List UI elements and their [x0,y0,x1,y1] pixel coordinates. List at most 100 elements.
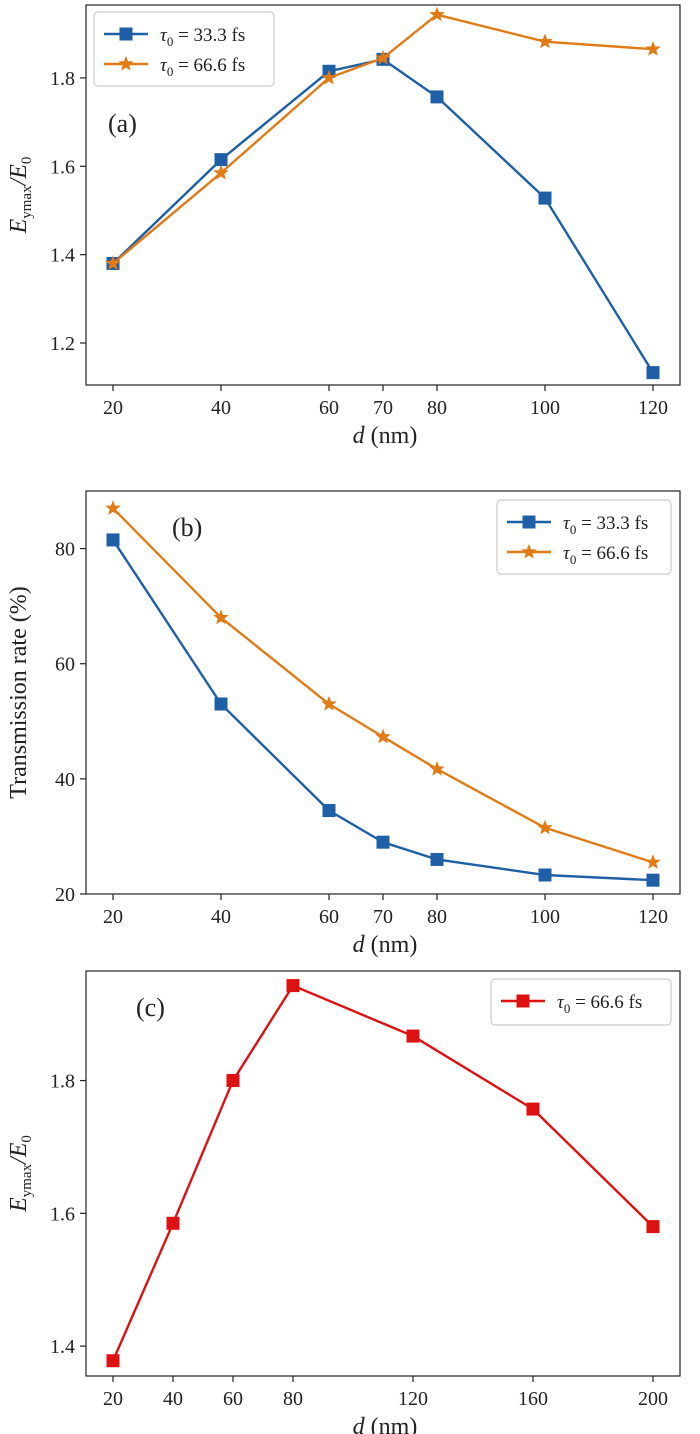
chart-panel-1: 20 40 60 70 80 100 120 1.2 1.4 1.6 1.8 d (nm) Eymax/… [6,4,681,449]
square-marker [226,1074,240,1088]
y-tick-label: 60 [55,654,75,676]
y-tick-label: 80 [55,539,75,561]
square-marker [538,868,552,882]
star-marker [321,695,337,711]
series-1 [106,52,660,380]
x-tick-label: 100 [530,397,560,419]
legend-value: = 66.6 fs [570,992,642,1013]
y-tick-label: 1.6 [50,1203,75,1225]
square-marker [526,1102,540,1116]
square-marker [430,90,444,104]
y-label-subscript: ymax [19,1163,35,1197]
legend-subscript: 0 [570,552,577,567]
star-marker [105,255,121,271]
x-tick-label: 70 [373,906,393,928]
legend-symbol: τ [563,543,571,564]
x-label-unit: (nm) [365,932,418,958]
star-marker [375,49,391,65]
x-tick-label: 160 [518,1388,548,1410]
legend-value: = 33.3 fs [576,513,648,534]
y-label-denominator: /E [6,164,32,188]
x-tick-label: 120 [398,1388,428,1410]
y-label-symbol: E [6,218,32,234]
legend-symbol: τ [160,25,168,46]
star-marker [321,69,337,85]
y-tick-label: 40 [55,769,75,791]
x-label-unit: (nm) [365,423,418,449]
square-marker [538,191,552,205]
plot-frame [85,970,681,1377]
x-label-variable: d [353,423,366,449]
legend-subscript: 0 [564,1001,571,1016]
y-axis-label: Eymax/E0 [6,157,35,235]
panel-label: (a) [108,109,137,138]
x-axis-label: d (nm) [353,1414,418,1434]
legend-value: = 66.6 fs [576,543,648,564]
star-marker [213,164,229,180]
legend-box [93,11,275,87]
legend-box [496,499,672,575]
x-tick-label: 80 [283,1388,303,1410]
y-tick-label: 1.8 [50,1071,75,1093]
series-2 [105,500,661,869]
panel-label: (b) [172,513,202,542]
square-marker [516,994,530,1008]
series-2 [105,6,661,271]
x-tick-label: 40 [211,906,231,928]
x-tick-label: 40 [163,1388,183,1410]
square-marker [322,804,336,818]
star-marker [118,55,134,71]
star-marker [429,760,445,776]
star-marker [213,609,229,625]
star-marker [645,854,661,869]
x-tick-label: 200 [638,1388,668,1410]
x-label-unit: (nm) [365,1414,418,1434]
chart-panel-3: 20 40 60 80 120 160 200 1.4 1.6 1.8 d (nm) Eymax/E 0… [6,970,681,1434]
x-label-variable: d [353,932,366,958]
x-tick-label: 80 [427,906,447,928]
x-tick-label: 20 [103,906,123,928]
legend-symbol: τ [557,992,565,1013]
legend-entry: τ0 = 33.3 fs [160,25,245,49]
legend-symbol: τ [160,55,168,76]
series-line [111,984,654,1362]
y-tick-label: 1.6 [50,156,75,178]
star-marker [375,728,391,744]
x-label-variable: d [353,1414,366,1434]
x-axis-label: d (nm) [353,932,418,958]
series-1 [106,979,660,1368]
y-tick-label: 1.4 [50,1336,75,1358]
x-tick-label: 60 [223,1388,243,1410]
legend-entry: τ0 = 66.6 fs [557,992,642,1016]
square-marker [406,1029,420,1043]
square-marker [286,979,300,993]
x-tick-label: 120 [638,397,668,419]
x-tick-label: 60 [319,397,339,419]
square-marker [214,697,228,711]
square-marker [522,515,536,529]
y-label-denominator: /E [6,1142,32,1166]
legend: τ0 = 33.3 fs τ0 = 66.6 fs [496,499,672,575]
legend-value: = 33.3 fs [173,25,245,46]
series-line [112,58,655,374]
x-tick-label: 80 [427,397,447,419]
x-tick-label: 100 [530,906,560,928]
panel-label: (c) [136,993,165,1022]
square-marker [646,873,660,887]
x-tick-label: 20 [103,1388,123,1410]
y-label-symbol: E [6,1197,32,1213]
star-marker [105,500,121,515]
star-marker [429,6,445,22]
x-tick-label: 60 [319,906,339,928]
y-tick-label: 1.8 [50,68,75,90]
y-axis-label: Transmission rate (%) [6,586,32,798]
y-tick-label: 1.4 [50,245,75,267]
x-tick-label: 20 [103,397,123,419]
square-marker [106,1354,120,1368]
x-tick-label: 120 [638,906,668,928]
star-marker [645,41,661,56]
square-marker [119,27,133,41]
chart-panel-2: 20 40 60 70 80 100 120 20 40 60 80 d (nm) Transmissi… [6,490,681,958]
legend-entry: τ0 = 66.6 fs [563,543,648,567]
